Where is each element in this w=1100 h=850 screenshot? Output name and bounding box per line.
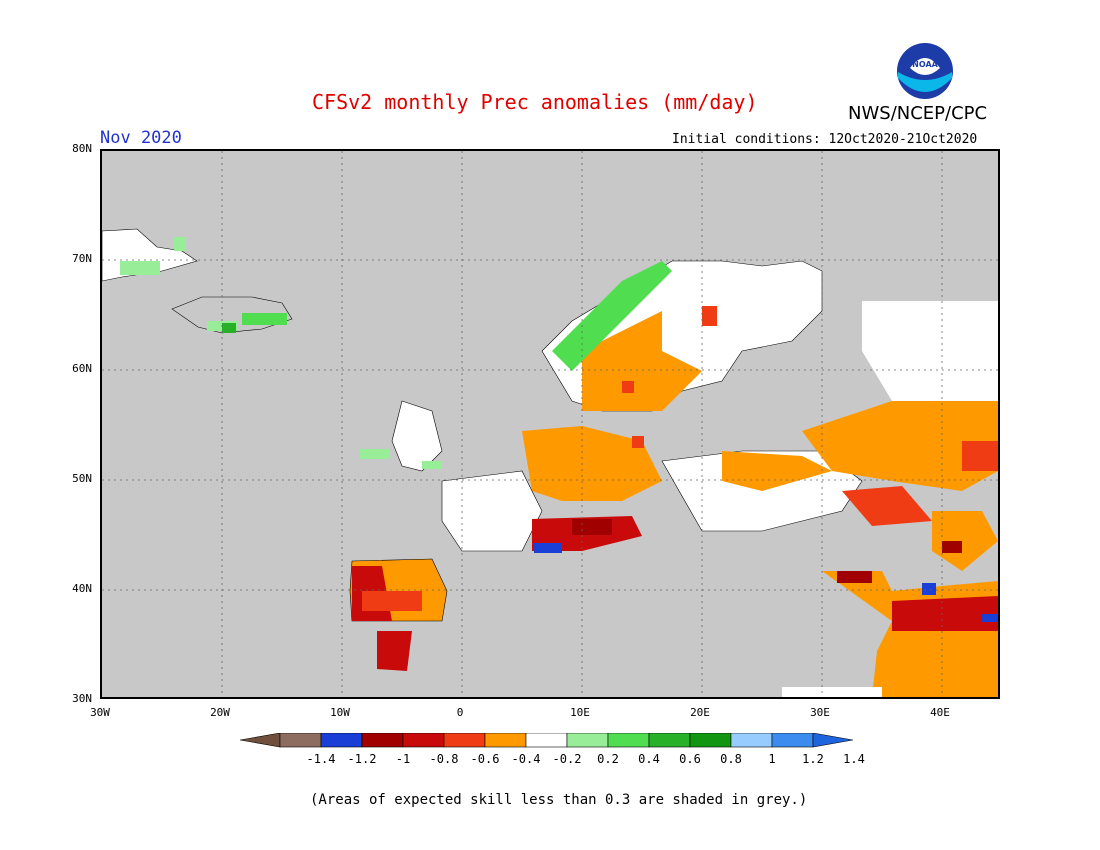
organization-label: NWS/NCEP/CPC <box>848 103 988 124</box>
anomaly-patches <box>102 228 998 697</box>
colorbar-tick-label: 0.4 <box>638 752 660 766</box>
initial-conditions: Initial conditions: 12Oct2020-21Oct2020 <box>672 132 978 147</box>
lon-tick-20e: 20E <box>690 706 710 719</box>
colorbar-box <box>771 733 814 748</box>
colorbar-tick-label: 1.4 <box>843 752 865 766</box>
colorbar-tick-label: 1.2 <box>802 752 824 766</box>
colorbar-tick-label: 0.8 <box>720 752 742 766</box>
lon-tick-10w: 10W <box>330 706 350 719</box>
colorbar-tick-label: -0.6 <box>470 752 500 766</box>
colorbar-box <box>689 733 732 748</box>
colorbar-tick-label: -1 <box>395 752 411 766</box>
chart-title: CFSv2 monthly Prec anomalies (mm/day) <box>312 90 758 114</box>
logo-text: NOAA <box>912 60 938 69</box>
lat-tick-40n: 40N <box>72 582 92 595</box>
precip-anomaly-map <box>100 149 1000 699</box>
colorbar-box <box>361 733 404 748</box>
lon-tick-0: 0 <box>456 706 464 719</box>
colorbar-tick-label: 1 <box>768 752 776 766</box>
colorbar-tick-label: -1.4 <box>306 752 336 766</box>
colorbar-box <box>525 733 568 748</box>
colorbar-box <box>607 733 650 748</box>
colorbar-box <box>566 733 609 748</box>
lat-tick-70n: 70N <box>72 252 92 265</box>
colorbar-left-arrow <box>240 733 281 748</box>
colorbar-box <box>648 733 691 748</box>
colorbar-box <box>402 733 445 748</box>
colorbar-right-arrow <box>812 733 854 748</box>
lon-tick-10e: 10E <box>570 706 590 719</box>
colorbar-tick-label: -0.2 <box>552 752 582 766</box>
colorbar-tick-label: 0.6 <box>679 752 701 766</box>
colorbar-tick-label: 0.2 <box>597 752 619 766</box>
lon-tick-30w: 30W <box>90 706 110 719</box>
lat-tick-50n: 50N <box>72 472 92 485</box>
lon-tick-20w: 20W <box>210 706 230 719</box>
colorbar-tick-label: -0.8 <box>429 752 459 766</box>
map-gridlines <box>102 151 998 697</box>
colorbar-box <box>443 733 486 748</box>
colorbar-box <box>320 733 363 748</box>
lon-tick-40e: 40E <box>930 706 950 719</box>
lat-tick-80n: 80N <box>72 142 92 155</box>
lat-tick-60n: 60N <box>72 362 92 375</box>
skill-note: (Areas of expected skill less than 0.3 a… <box>310 792 808 808</box>
colorbar-box <box>484 733 527 748</box>
lon-tick-30e: 30E <box>810 706 830 719</box>
noaa-logo: NOAA <box>897 43 953 99</box>
color-bar <box>240 733 854 748</box>
colorbar-tick-label: -0.4 <box>511 752 541 766</box>
colorbar-box <box>279 733 322 748</box>
colorbar-box <box>730 733 773 748</box>
lat-tick-30n: 30N <box>72 692 92 705</box>
forecast-month: Nov 2020 <box>100 128 182 148</box>
colorbar-tick-label: -1.2 <box>347 752 377 766</box>
